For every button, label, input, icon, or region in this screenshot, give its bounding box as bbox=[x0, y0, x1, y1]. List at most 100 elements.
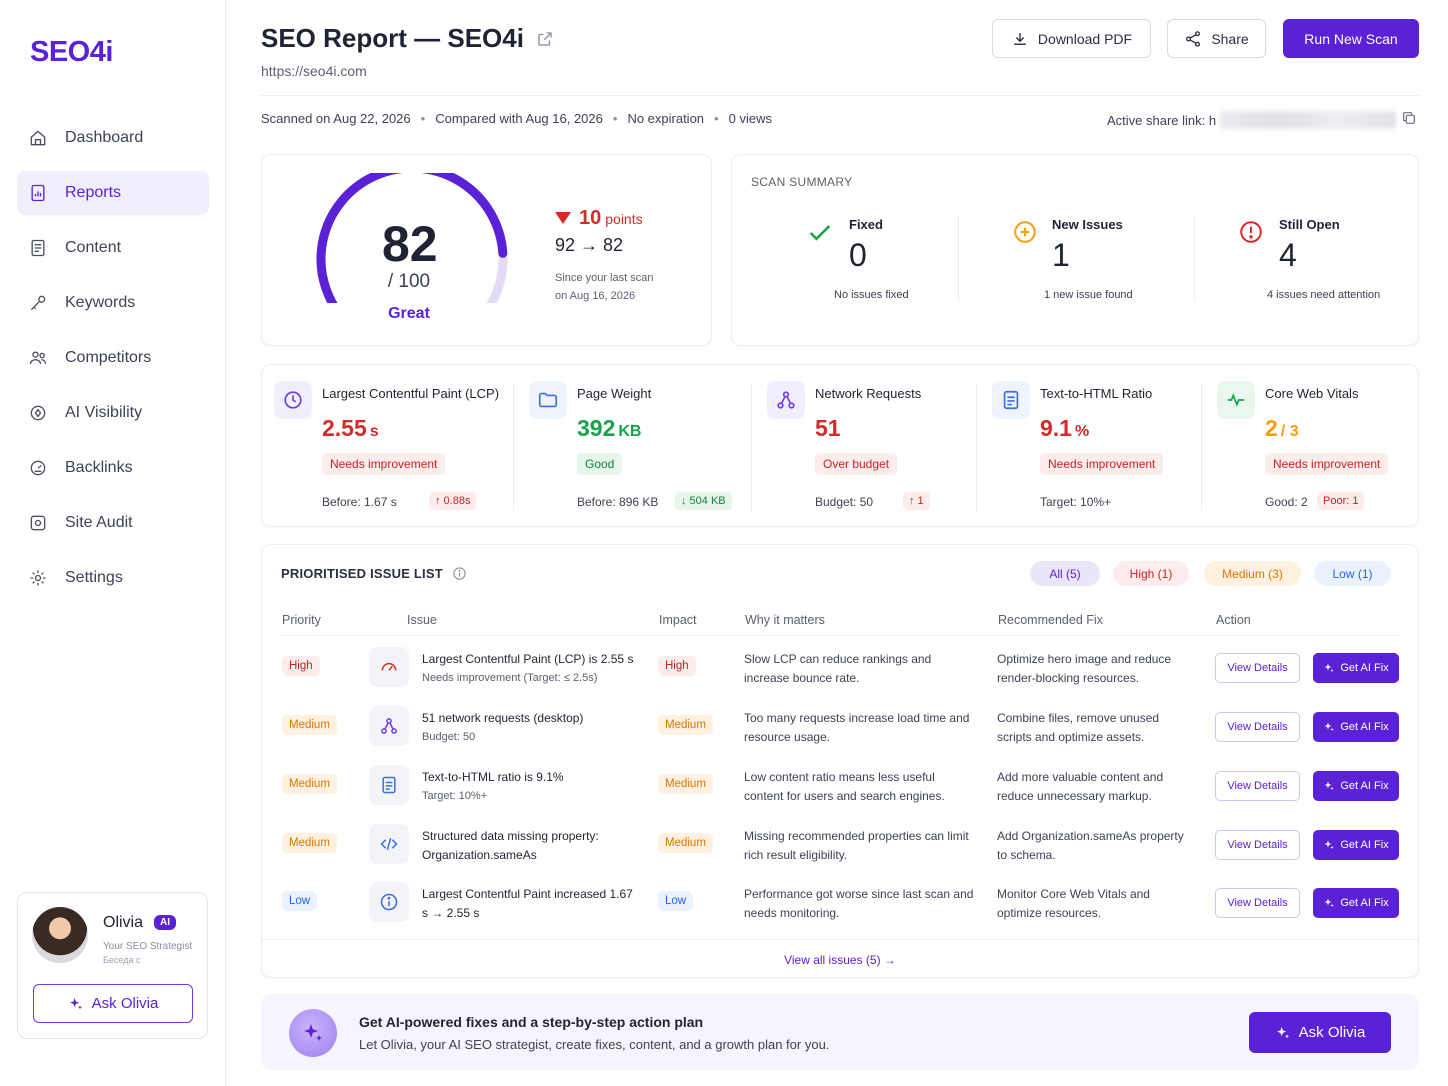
metric-unit: KB bbox=[618, 423, 642, 440]
still-open-value: 4 bbox=[1279, 237, 1297, 273]
priority-badge: Low bbox=[282, 891, 318, 911]
summary-divider bbox=[1194, 215, 1195, 301]
view-details-button[interactable]: View Details bbox=[1215, 888, 1300, 918]
banner-subtitle: Let Olivia, your AI SEO strategist, crea… bbox=[359, 1037, 830, 1052]
external-link-icon[interactable] bbox=[536, 30, 554, 48]
compared-date: Compared with Aug 16, 2026 bbox=[435, 111, 603, 126]
view-details-button[interactable]: View Details bbox=[1215, 712, 1300, 742]
code-icon bbox=[369, 824, 409, 864]
app-logo[interactable]: SEO4i bbox=[30, 36, 113, 68]
column-header-fix[interactable]: Recommended Fix bbox=[998, 613, 1103, 627]
header-divider bbox=[261, 95, 1419, 96]
sidebar-item-dashboard[interactable]: Dashboard bbox=[17, 116, 209, 160]
impact-badge: Low bbox=[658, 891, 694, 911]
scan-summary-title: SCAN SUMMARY bbox=[751, 175, 853, 189]
sidebar-item-site-audit[interactable]: Site Audit bbox=[17, 501, 209, 545]
sidebar-item-content[interactable]: Content bbox=[17, 226, 209, 270]
info-icon bbox=[369, 882, 409, 922]
document-icon bbox=[992, 381, 1030, 419]
ask-olivia-button[interactable]: Ask Olivia bbox=[33, 984, 193, 1023]
get-ai-fix-button[interactable]: Get AI Fix bbox=[1313, 771, 1399, 801]
issue-title: 51 network requests (desktop) bbox=[422, 711, 584, 725]
view-all-issues-link[interactable]: View all issues (5) → bbox=[784, 953, 896, 967]
column-header-why[interactable]: Why it matters bbox=[745, 613, 825, 627]
sparkle-icon bbox=[1324, 722, 1334, 731]
why-it-matters: Low content ratio means less useful cont… bbox=[744, 770, 945, 803]
priority-badge: Medium bbox=[282, 715, 337, 735]
share-button[interactable]: Share bbox=[1167, 19, 1266, 58]
view-details-button[interactable]: View Details bbox=[1215, 771, 1300, 801]
summary-divider bbox=[958, 215, 959, 301]
view-details-button[interactable]: View Details bbox=[1215, 653, 1300, 683]
metric-divider bbox=[976, 383, 977, 511]
metric-number: 2 bbox=[1265, 415, 1278, 441]
audit-icon bbox=[30, 515, 46, 531]
metric-number: 51 bbox=[815, 415, 841, 441]
column-header-impact[interactable]: Impact bbox=[659, 613, 697, 627]
priority-badge: Medium bbox=[282, 774, 337, 794]
expiration: No expiration bbox=[627, 111, 705, 126]
share-label: Share bbox=[1211, 30, 1249, 47]
column-header-action[interactable]: Action bbox=[1216, 613, 1251, 627]
why-it-matters: Missing recommended properties can limit… bbox=[744, 829, 969, 862]
metric-text-html-ratio[interactable]: Text-to-HTML Ratio 9.1% Needs improvemen… bbox=[980, 365, 1200, 527]
sidebar-item-backlinks[interactable]: Backlinks bbox=[17, 446, 209, 490]
recommended-fix: Optimize hero image and reduce render-bl… bbox=[997, 652, 1172, 685]
metric-title: Largest Contentful Paint (LCP) bbox=[322, 386, 500, 401]
why-it-matters: Performance got worse since last scan an… bbox=[744, 887, 974, 920]
sidebar-item-settings[interactable]: Settings bbox=[17, 556, 209, 600]
run-new-scan-button[interactable]: Run New Scan bbox=[1283, 19, 1419, 58]
ask-olivia-banner-button[interactable]: Ask Olivia bbox=[1249, 1012, 1391, 1053]
metric-unit: s bbox=[369, 423, 379, 440]
metric-foot: Before: 1.67 s bbox=[322, 495, 397, 509]
fixed-label: Fixed bbox=[849, 217, 883, 232]
get-ai-fix-label: Get AI Fix bbox=[1340, 897, 1389, 909]
metric-value: 392 KB bbox=[577, 415, 641, 442]
sidebar-item-ai-visibility[interactable]: AI Visibility bbox=[17, 391, 209, 435]
get-ai-fix-label: Get AI Fix bbox=[1340, 839, 1389, 851]
sidebar-item-keywords[interactable]: Keywords bbox=[17, 281, 209, 325]
metric-core-web-vitals[interactable]: Core Web Vitals 2/ 3 Needs improvement G… bbox=[1205, 365, 1419, 527]
assistant-card: Olivia AI Your SEO Strategist Беседа с A… bbox=[17, 892, 208, 1039]
copy-icon[interactable] bbox=[1401, 110, 1417, 126]
table-header-divider bbox=[281, 635, 1399, 636]
plus-circle-icon bbox=[1014, 221, 1036, 243]
site-url[interactable]: https://seo4i.com bbox=[261, 63, 367, 79]
metric-network-requests[interactable]: Network Requests 51 Over budget Budget: … bbox=[755, 365, 975, 527]
info-icon[interactable] bbox=[452, 566, 467, 581]
metric-page-weight[interactable]: Page Weight 392 KB Good Before: 896 KB ↓ … bbox=[517, 365, 752, 527]
share-icon bbox=[1186, 30, 1201, 47]
network-icon bbox=[369, 706, 409, 746]
recommended-fix: Monitor Core Web Vitals and optimize res… bbox=[997, 887, 1150, 920]
column-header-priority[interactable]: Priority bbox=[282, 613, 321, 627]
get-ai-fix-button[interactable]: Get AI Fix bbox=[1313, 653, 1399, 683]
metric-title: Page Weight bbox=[577, 386, 652, 401]
delta-unit: points bbox=[605, 211, 643, 227]
sidebar-item-competitors[interactable]: Competitors bbox=[17, 336, 209, 380]
fixed-value: 0 bbox=[849, 237, 867, 273]
issue-title: Largest Contentful Paint (LCP) is 2.55 s bbox=[422, 652, 634, 666]
filter-low[interactable]: Low (1) bbox=[1314, 561, 1391, 586]
sidebar-item-reports[interactable]: Reports bbox=[17, 171, 209, 215]
score-max: / 100 bbox=[387, 271, 431, 292]
sparkle-icon bbox=[1324, 781, 1334, 790]
filter-all[interactable]: All (5) bbox=[1030, 561, 1100, 586]
active-share-link: Active share link: h bbox=[1107, 111, 1397, 129]
sidebar-item-label: Competitors bbox=[65, 349, 152, 366]
sidebar-item-label: Keywords bbox=[65, 294, 136, 311]
view-details-button[interactable]: View Details bbox=[1215, 830, 1300, 860]
metric-lcp[interactable]: Largest Contentful Paint (LCP) 2.55 s Nee… bbox=[262, 365, 512, 527]
filter-medium[interactable]: Medium (3) bbox=[1204, 561, 1301, 586]
share-link-value[interactable] bbox=[1220, 111, 1397, 129]
sidebar: SEO4i Dashboard Reports Content Keywords… bbox=[0, 0, 226, 1086]
get-ai-fix-button[interactable]: Get AI Fix bbox=[1313, 712, 1399, 742]
sidebar-item-label: Site Audit bbox=[65, 514, 133, 531]
score-grade: Great bbox=[388, 305, 430, 322]
get-ai-fix-button[interactable]: Get AI Fix bbox=[1313, 830, 1399, 860]
column-header-issue[interactable]: Issue bbox=[407, 613, 437, 627]
get-ai-fix-button[interactable]: Get AI Fix bbox=[1313, 888, 1399, 918]
filter-high[interactable]: High (1) bbox=[1113, 561, 1189, 586]
download-pdf-button[interactable]: Download PDF bbox=[992, 19, 1151, 58]
sidebar-item-label: Reports bbox=[65, 184, 122, 201]
issue-title: Structured data missing property: Organi… bbox=[422, 829, 599, 862]
